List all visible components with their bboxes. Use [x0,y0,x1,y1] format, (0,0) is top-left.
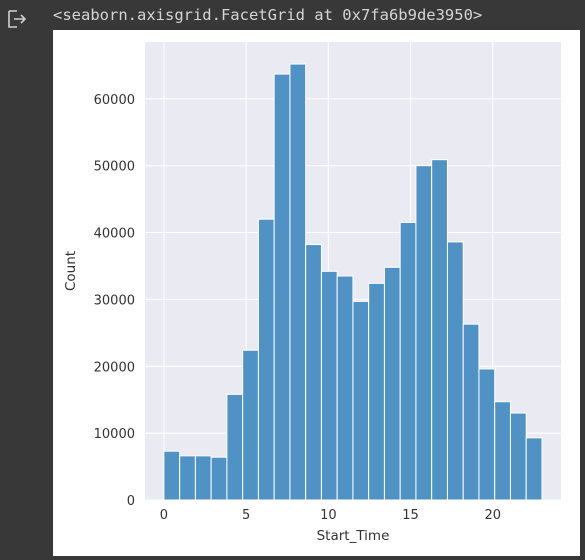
histogram-bars [163,63,543,501]
histogram-bar [179,455,196,501]
histogram-bar [399,222,417,501]
y-tick-label: 0 [127,494,135,509]
histogram-bar [494,401,511,501]
histogram-bar [525,437,543,501]
y-axis-title: Count [63,251,79,291]
y-tick-label: 30000 [94,293,135,308]
x-tick-labels: 0 5 10 15 20 [160,508,501,523]
histogram-bar [194,455,212,501]
histogram-bar [352,300,370,501]
histogram-bar [509,412,527,501]
histogram-bar [336,275,354,501]
x-axis-title: Start_Time [317,528,390,544]
histogram-bar [305,244,322,501]
x-tick-label: 0 [160,508,168,523]
y-tick-label: 20000 [94,360,135,375]
cell-output-row: <seaborn.axisgrid.FacetGrid at 0x7fa6b9d… [0,0,585,34]
histogram-bar [273,73,291,501]
x-tick-label: 10 [320,508,337,523]
y-tick-label: 60000 [94,93,135,108]
x-tick-label: 5 [242,508,250,523]
histogram-bar [462,323,480,501]
histogram-bar [210,456,228,501]
histogram-bar [478,368,496,501]
histogram-bar [446,241,464,501]
x-tick-label: 15 [402,508,419,523]
histogram-bar [368,282,385,501]
histogram-bar [163,450,181,501]
histogram-bar [383,266,401,501]
histogram-bar [289,63,307,501]
y-tick-labels: 0 10000 20000 30000 40000 50000 60000 [94,93,135,509]
y-tick-label: 10000 [94,427,135,442]
histogram-bar [320,270,338,501]
histogram-bar [415,165,433,501]
output-repr-text: <seaborn.axisgrid.FacetGrid at 0x7fa6b9d… [53,6,483,24]
y-tick-label: 50000 [94,160,135,175]
x-tick-label: 20 [484,508,501,523]
output-arrow-icon[interactable] [6,8,28,30]
histogram-bar [257,218,275,501]
y-tick-label: 40000 [94,227,135,242]
histogram-bar [242,349,259,501]
histogram-chart: 0 5 10 15 20 0 10000 20000 30000 40000 50000 60000… [63,42,561,544]
histogram-bar [226,393,244,501]
plot-output-image: 0 5 10 15 20 0 10000 20000 30000 40000 50000 60000… [53,30,580,556]
histogram-bar [431,159,448,501]
